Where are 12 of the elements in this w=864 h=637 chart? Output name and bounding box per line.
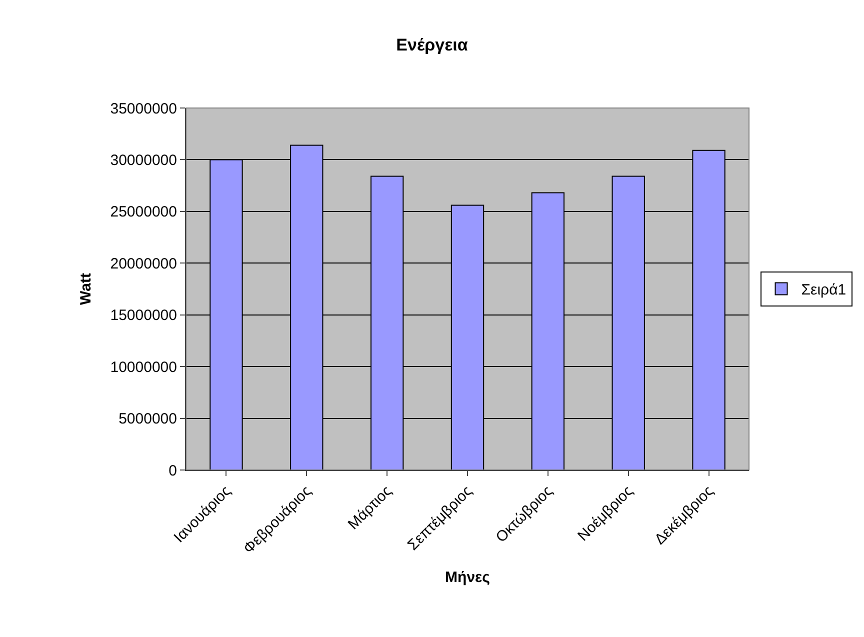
y-tick-label: 20000000 [110, 255, 177, 272]
x-axis-title: Μήνες [445, 569, 490, 586]
y-tick-label: 5000000 [118, 410, 177, 428]
legend-label: Σειρά1 [801, 282, 846, 299]
y-tick-label: 30000000 [110, 152, 177, 169]
y-tick-label: 10000000 [110, 358, 177, 376]
y-tick-label: 25000000 [110, 204, 177, 221]
y-axis-title: Watt [78, 273, 94, 305]
y-tick-label: 0 [168, 462, 177, 480]
chart-title: Ενέργεια [396, 36, 468, 55]
y-tick-label: 15000000 [110, 307, 177, 324]
y-tick-label: 35000000 [110, 100, 177, 118]
